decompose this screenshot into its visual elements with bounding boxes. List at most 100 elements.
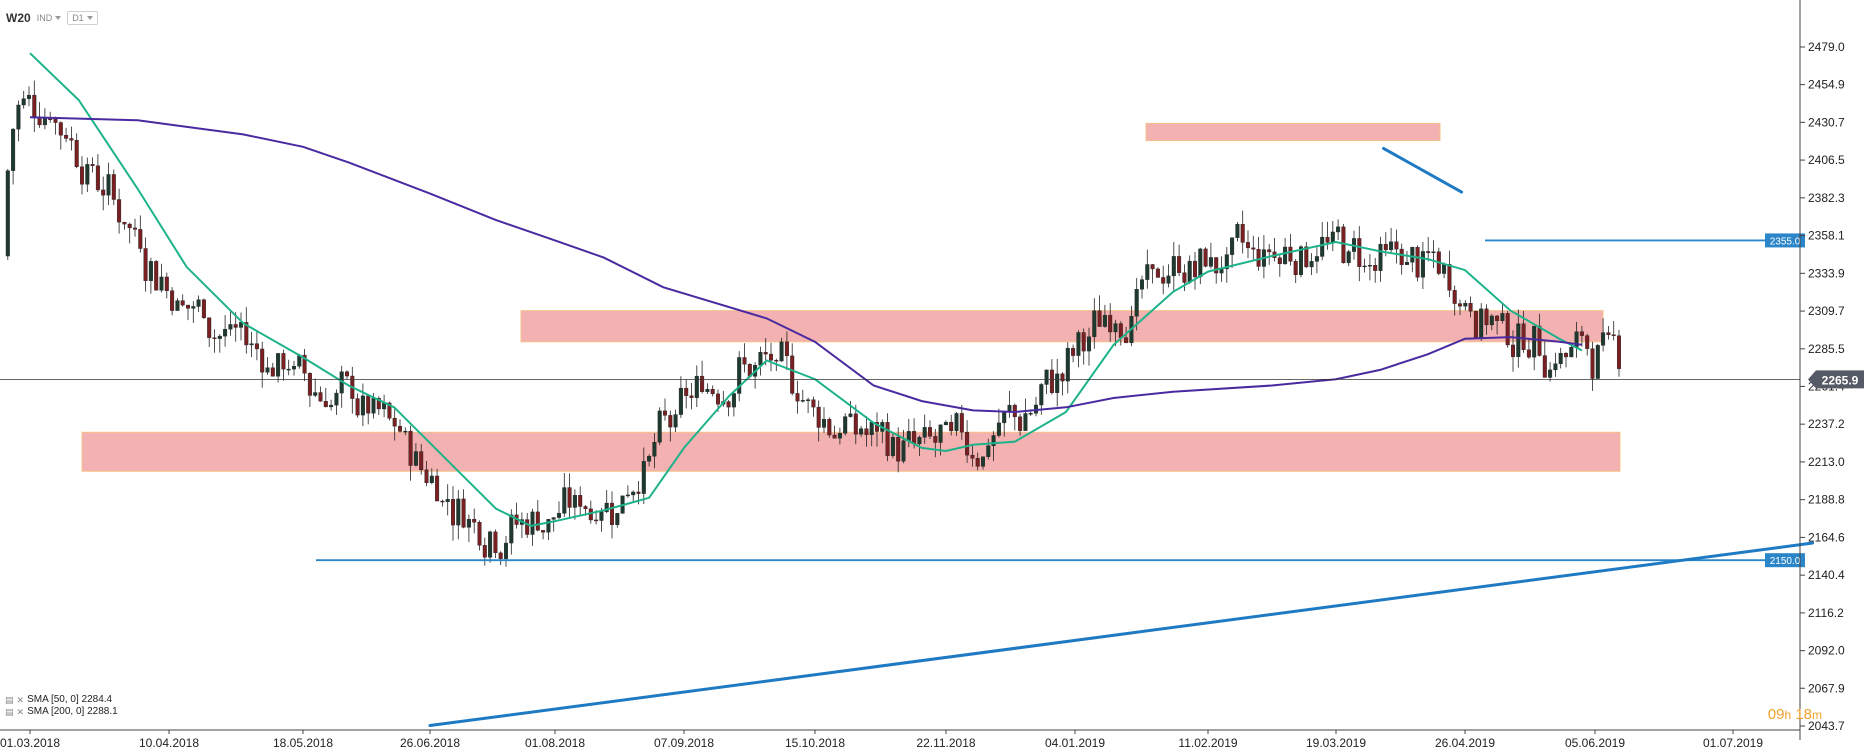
x-tick-label: 22.11.2018: [916, 736, 975, 750]
legend-row-sma200[interactable]: ▤ ✕ SMA [200, 0] 2288.1: [5, 706, 118, 718]
candle-body: [260, 348, 265, 373]
candle-body: [5, 170, 10, 257]
candle-body: [1510, 344, 1515, 358]
candle-body: [652, 441, 657, 457]
candle-body: [970, 454, 975, 459]
candle-body: [1373, 265, 1378, 271]
candle-body: [827, 418, 832, 436]
candle-body: [302, 354, 307, 374]
candle-body: [244, 322, 249, 346]
candle-body: [504, 542, 509, 559]
candle-body: [254, 343, 259, 350]
candle-body: [318, 392, 323, 402]
candle-body: [975, 458, 980, 467]
candle-body: [1394, 241, 1399, 250]
candle-body: [726, 401, 731, 408]
candle-body: [1362, 265, 1367, 268]
candle-body: [1134, 289, 1139, 317]
candle-body: [583, 506, 588, 510]
candle-body: [1086, 336, 1091, 352]
candle-body: [1505, 313, 1510, 346]
candle-body: [456, 498, 461, 526]
candle-body: [684, 387, 689, 396]
zones-layer: [81, 122, 1621, 472]
candle-body: [578, 495, 583, 507]
legend-sma200-label: SMA [200, 0] 2288.1: [27, 706, 118, 717]
candle-body: [1251, 247, 1256, 250]
candle-body: [1171, 256, 1176, 277]
x-tick-label: 04.01.2019: [1045, 736, 1105, 750]
candle-body: [594, 519, 599, 522]
x-tick-label: 07.09.2018: [654, 736, 714, 750]
level-tag-label: 2150.0: [1770, 556, 1801, 567]
candle-body: [1378, 243, 1383, 271]
candle-body: [1230, 237, 1235, 255]
candle-body: [286, 368, 291, 371]
candle-body: [64, 135, 69, 139]
close-icon[interactable]: ✕: [16, 695, 25, 705]
candle-body: [1150, 264, 1155, 270]
y-tick-label: 2430.7: [1808, 115, 1845, 129]
candle-body: [1198, 248, 1203, 278]
x-tick-label: 18.05.2018: [273, 736, 333, 750]
candle-body: [1081, 332, 1086, 352]
y-tick-label: 2358.1: [1808, 229, 1845, 243]
candle-body: [175, 300, 180, 311]
candle-body: [1060, 373, 1065, 382]
candle-body: [901, 440, 906, 462]
candle-body: [1431, 251, 1436, 254]
candle-body: [996, 422, 1001, 436]
candle-body: [1404, 262, 1409, 265]
market-select[interactable]: IND: [37, 13, 62, 23]
symbol-label[interactable]: W20: [6, 11, 31, 25]
candle-body: [1187, 260, 1192, 283]
y-tick-label: 2333.9: [1808, 266, 1845, 280]
candle-body: [779, 341, 784, 362]
candle-body: [1357, 238, 1362, 267]
candle-body: [148, 261, 153, 281]
y-tick-label: 2406.5: [1808, 153, 1845, 167]
candle-body: [1500, 313, 1505, 321]
sma200-line: [29, 116, 1583, 414]
candle-body: [451, 499, 456, 526]
ascending-trendline: [428, 541, 1815, 728]
candle-body: [1489, 315, 1494, 326]
candle-body: [631, 491, 636, 496]
level-tag: [1765, 233, 1805, 248]
candle-body: [201, 299, 206, 319]
candle-body: [965, 431, 970, 456]
x-tick-label: 11.02.2019: [1178, 736, 1237, 750]
close-icon[interactable]: ✕: [16, 707, 25, 717]
candle-body: [615, 513, 620, 525]
candle-body: [843, 416, 848, 434]
candle-body: [959, 413, 964, 433]
candle-body: [1410, 247, 1415, 263]
candle-body: [832, 434, 837, 439]
candle-body: [16, 104, 21, 130]
settings-icon[interactable]: ▤: [5, 695, 14, 705]
candle-body: [424, 469, 429, 483]
candle-body: [742, 357, 747, 365]
candle-body: [387, 402, 392, 419]
settings-icon[interactable]: ▤: [5, 707, 14, 717]
candle-body: [466, 519, 471, 528]
candle-body: [1325, 236, 1330, 243]
x-tick-label: 01.07.2019: [1703, 736, 1763, 750]
candle-body: [69, 138, 74, 141]
candle-body: [790, 355, 795, 394]
candle-body: [647, 456, 652, 462]
x-tick-label: 01.08.2018: [525, 736, 585, 750]
interval-select[interactable]: D1: [67, 11, 98, 25]
candle-body: [1113, 323, 1118, 333]
y-tick-label: 2309.7: [1808, 304, 1845, 318]
candle-body: [207, 317, 212, 338]
candle-body: [890, 437, 895, 457]
legend-row-sma50[interactable]: ▤ ✕ SMA [50, 0] 2284.4: [5, 694, 118, 706]
y-tick-label: 2237.2: [1808, 417, 1845, 431]
candle-body: [1479, 308, 1484, 338]
candle-body: [223, 329, 228, 337]
candle-body: [477, 522, 482, 546]
x-tick-label: 01.03.2018: [0, 736, 60, 750]
candle-body: [48, 118, 53, 120]
